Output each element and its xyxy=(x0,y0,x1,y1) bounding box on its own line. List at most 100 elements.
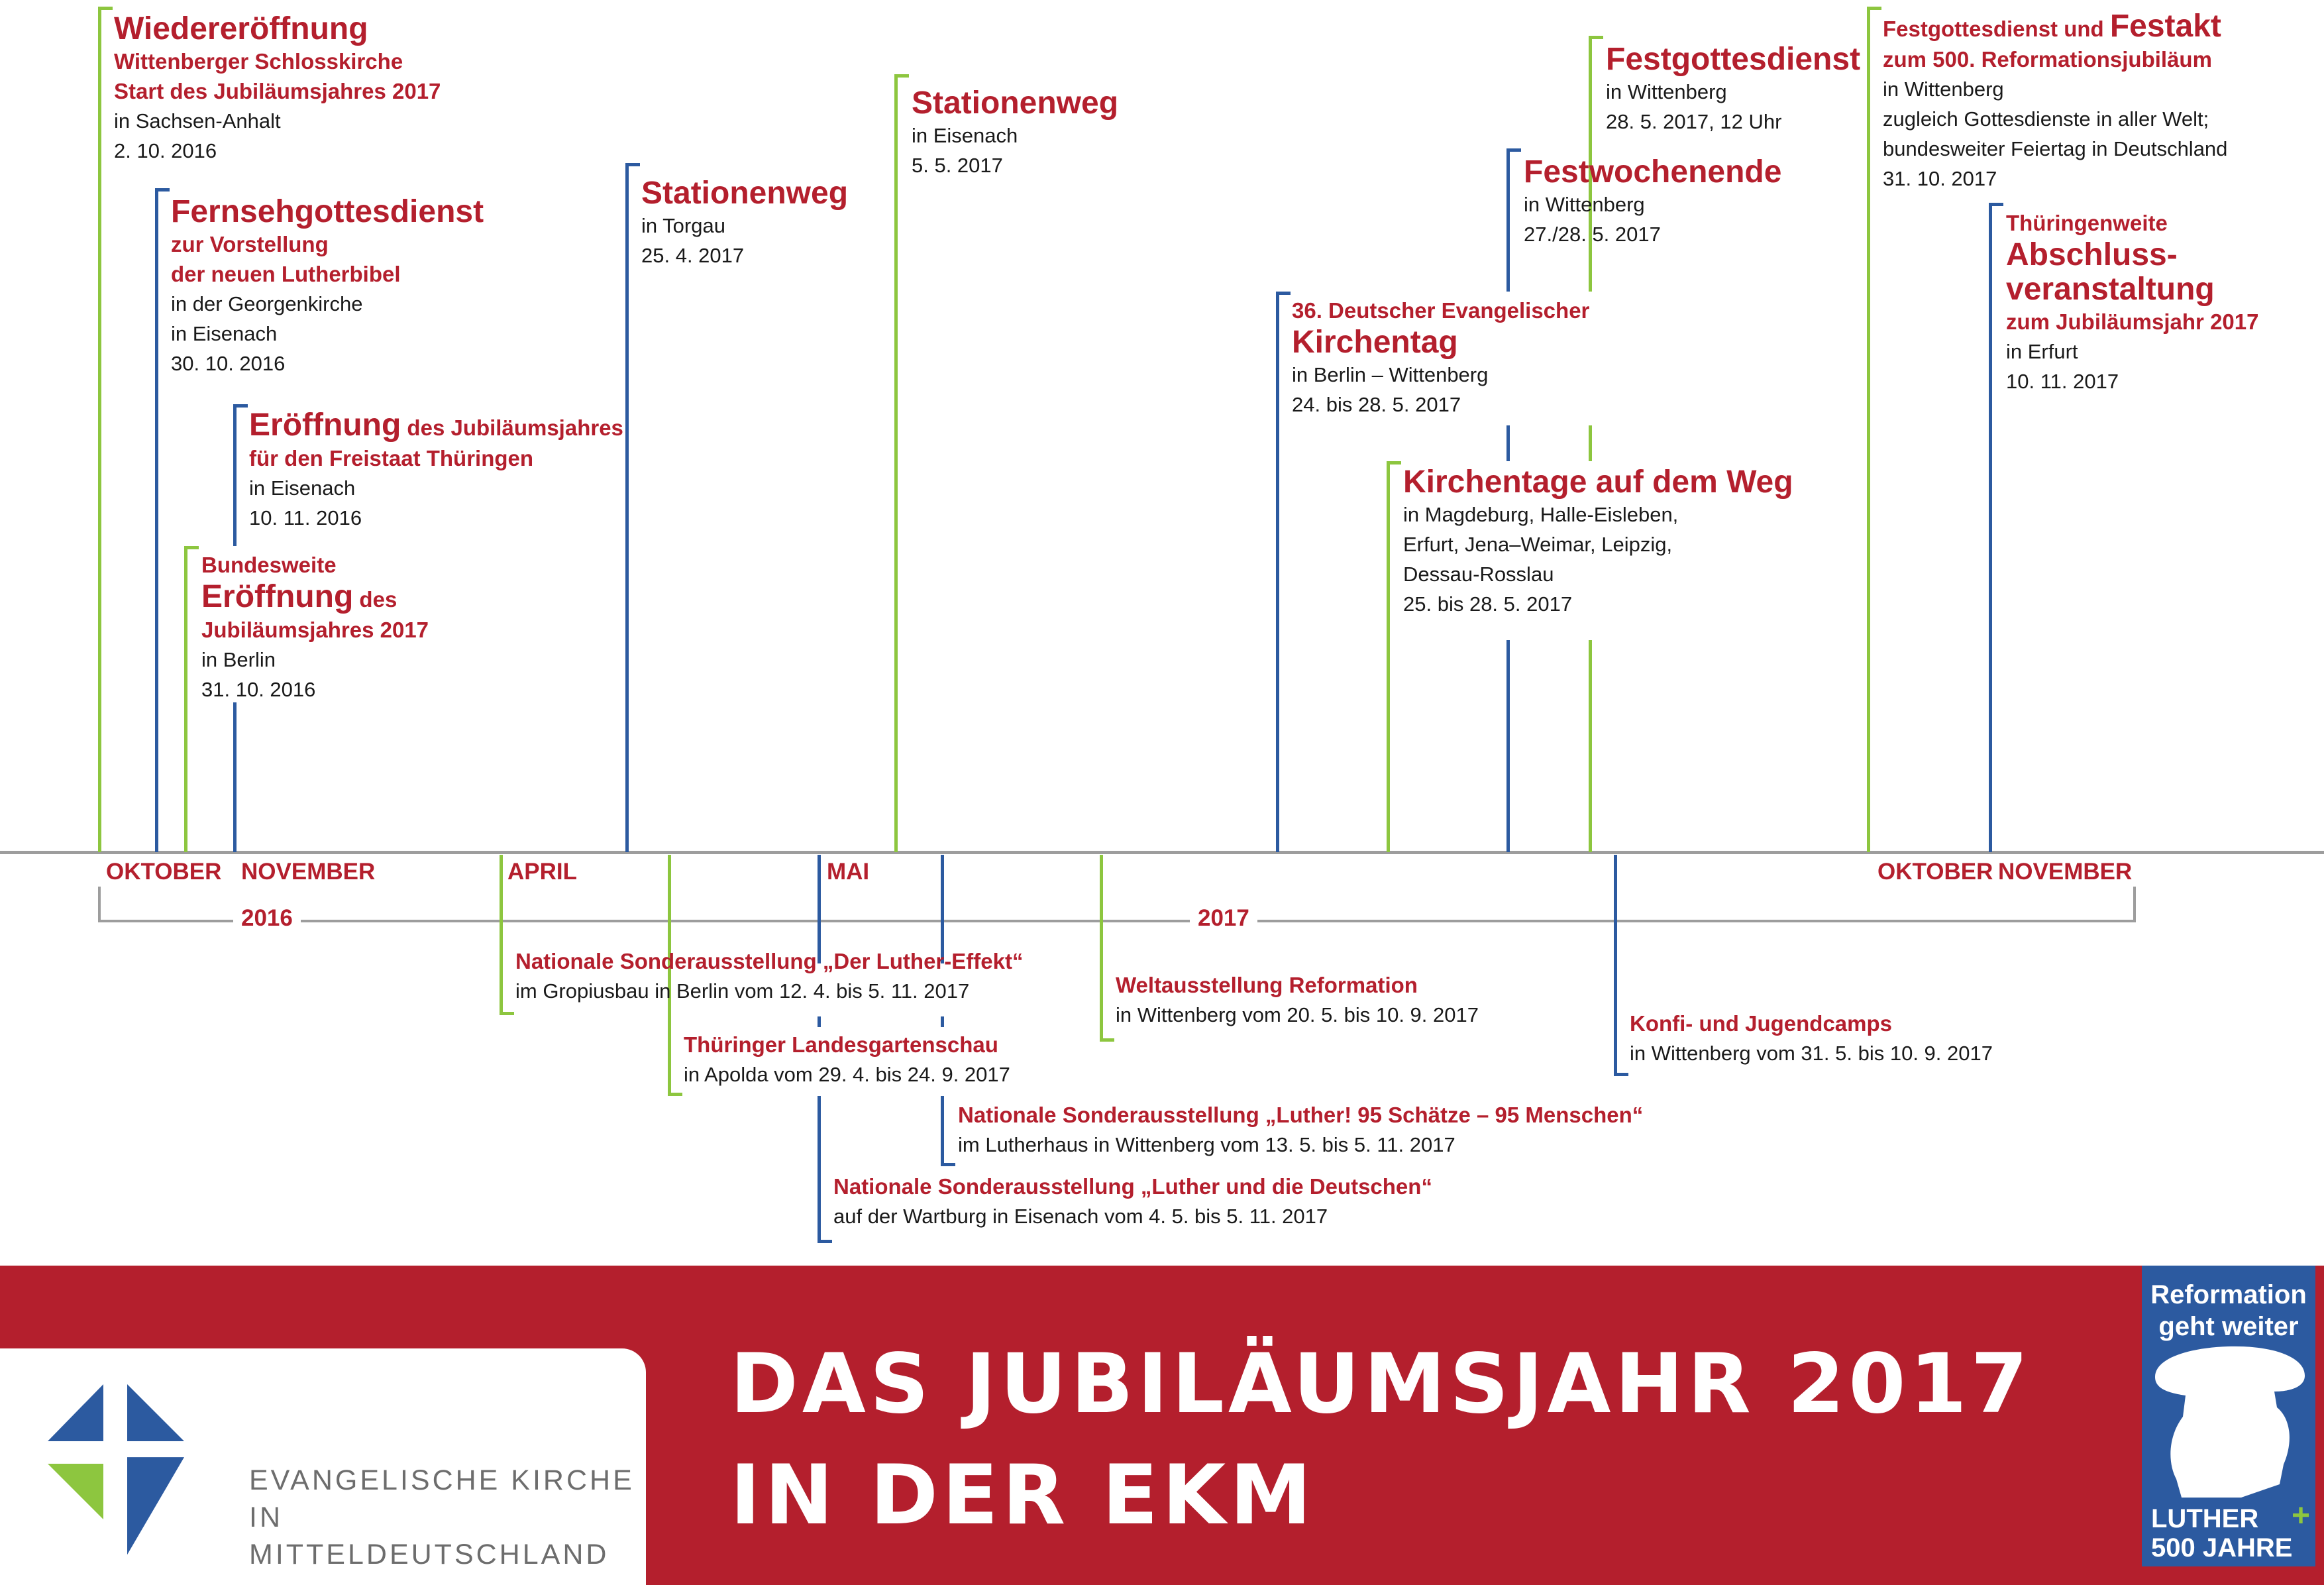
event-detail: in Wittenberg vom 31. 5. bis 10. 9. 2017 xyxy=(1630,1042,1993,1065)
marker-line-bundesweite-eroeffnung xyxy=(184,546,187,852)
event-place: in Eisenach xyxy=(912,124,1018,147)
marker-tick-abschluss xyxy=(1989,203,2003,206)
marker-tick-kirchentage-weg xyxy=(1387,461,1401,465)
exhibition-deutschen: Nationale Sonderausstellung „Luther und … xyxy=(833,1172,1432,1231)
marker-line-eroeffnung-thueringen-upper xyxy=(233,404,237,546)
month-label-mai: MAI xyxy=(827,859,870,885)
event-bundesweite-eroeffnung: Bundesweite Eröffnung des Jubiläumsjahre… xyxy=(201,550,429,704)
month-label-november-2016: NOVEMBER xyxy=(241,859,376,885)
event-subtitle: zum 500. Reformationsjubiläum xyxy=(1883,47,2212,72)
event-festakt: Festgottesdienst und Festakt zum 500. Re… xyxy=(1883,9,2227,193)
year-bracket-line xyxy=(98,920,2136,922)
event-date: 30. 10. 2016 xyxy=(171,352,286,375)
event-date: 5. 5. 2017 xyxy=(912,154,1003,177)
marker-line-festwochenende-1 xyxy=(1506,148,1510,292)
event-date: 27./28. 5. 2017 xyxy=(1524,223,1661,246)
event-place: in Wittenberg xyxy=(1883,78,2004,101)
luther-logo-bottom-line2: 500 JAHRE xyxy=(2151,1533,2293,1562)
marker-line-abschluss xyxy=(1989,203,1992,852)
marker-line-festgottesdienst-1 xyxy=(1589,36,1592,292)
event-date: 31. 10. 2016 xyxy=(201,678,316,701)
event-title: Fernsehgottesdienst xyxy=(171,194,484,229)
marker-tick-stationenweg-torgau xyxy=(625,163,640,166)
plus-icon: + xyxy=(2292,1498,2311,1533)
marker-line-weltausstellung xyxy=(1100,855,1103,1042)
org-name: EVANGELISCHE KIRCHE IN MITTELDEUTSCHLAND xyxy=(249,1462,646,1573)
event-title: Thüringer Landesgartenschau xyxy=(684,1032,998,1057)
marker-tick-konfi xyxy=(1614,1073,1628,1076)
marker-tick-fernsehgottesdienst xyxy=(155,188,170,191)
exhibition-konfi: Konfi- und Jugendcamps in Wittenberg vom… xyxy=(1630,1009,1993,1068)
luther-logo-top: Reformation geht weiter xyxy=(2142,1279,2315,1342)
event-festwochenende: Festwochenende in Wittenberg 27./28. 5. … xyxy=(1524,155,1781,249)
marker-line-kirchentage-weg xyxy=(1387,461,1390,852)
event-date: 28. 5. 2017, 12 Uhr xyxy=(1606,110,1782,133)
event-title: Festakt xyxy=(2109,9,2221,44)
exhibition-weltausstellung: Weltausstellung Reformation in Wittenber… xyxy=(1116,970,1479,1030)
marker-tick-festakt xyxy=(1867,7,1881,10)
event-fernsehgottesdienst: Fernsehgottesdienst zur Vorstellung der … xyxy=(171,195,484,378)
event-place: in Sachsen-Anhalt xyxy=(114,109,281,133)
event-kirchentage-weg: Kirchentage auf dem Weg in Magdeburg, Ha… xyxy=(1403,465,1793,619)
exhibition-landesgartenschau: Thüringer Landesgartenschau in Apolda vo… xyxy=(684,1030,1010,1089)
luther-logo-bottom-line1: LUTHER xyxy=(2151,1504,2259,1533)
event-title: Nationale Sonderausstellung „Luther! 95 … xyxy=(958,1103,1644,1127)
marker-tick-festwochenende xyxy=(1506,148,1521,152)
event-title-rest: des xyxy=(353,587,397,612)
event-pretitle: 36. Deutscher Evangelischer xyxy=(1292,298,1590,323)
marker-line-stationenweg-eisenach xyxy=(894,74,898,852)
marker-tick-deutschen xyxy=(818,1240,832,1243)
page-title: DAS JUBILÄUMSJAHR 2017 IN DER EKM xyxy=(730,1329,2032,1551)
event-abschluss: Thüringenweite Abschluss- veranstaltung … xyxy=(2006,208,2258,396)
event-place: in Erfurt xyxy=(2006,340,2078,363)
marker-line-deutschen-1 xyxy=(818,855,821,963)
event-place: in Torgau xyxy=(641,214,725,237)
marker-line-stationenweg-torgau xyxy=(625,163,629,852)
event-subtitle: zum Jubiläumsjahr 2017 xyxy=(2006,309,2259,334)
event-subtitle: Jubiläumsjahres 2017 xyxy=(201,618,429,642)
event-title: Kirchentag xyxy=(1292,325,1458,360)
event-stationenweg-torgau: Stationenweg in Torgau 25. 4. 2017 xyxy=(641,176,848,270)
event-title-pre: Festgottesdienst und xyxy=(1883,17,2110,41)
event-detail: auf der Wartburg in Eisenach vom 4. 5. b… xyxy=(833,1205,1328,1228)
month-label-november-2017: NOVEMBER xyxy=(1998,859,2133,885)
marker-line-festgottesdienst-2 xyxy=(1589,425,1592,461)
event-title: Abschluss- xyxy=(2006,237,2178,272)
event-title: Kirchentage auf dem Weg xyxy=(1403,465,1793,500)
event-title-rest: des Jubiläumsjahres xyxy=(401,415,623,440)
event-stationenweg-eisenach: Stationenweg in Eisenach 5. 5. 2017 xyxy=(912,86,1118,180)
luther-silhouette-icon xyxy=(2155,1346,2305,1498)
event-note: zugleich Gottesdienste in aller Welt; xyxy=(1883,107,2209,131)
timeline-axis xyxy=(0,851,2324,854)
marker-line-konfi xyxy=(1614,855,1617,1076)
event-date: 24. bis 28. 5. 2017 xyxy=(1292,393,1461,416)
org-name-line1: EVANGELISCHE KIRCHE xyxy=(249,1464,635,1496)
year-label-2017: 2017 xyxy=(1190,905,1257,932)
event-note: bundesweiter Feiertag in Deutschland xyxy=(1883,137,2228,160)
luther-logo-bottom: LUTHER 500 JAHRE xyxy=(2151,1504,2292,1562)
event-place: in Magdeburg, Halle-Eisleben, xyxy=(1403,503,1679,526)
marker-line-deutschen-3 xyxy=(818,1096,821,1243)
event-place: Dessau-Rosslau xyxy=(1403,563,1554,586)
luther-logo-top-line2: geht weiter xyxy=(2158,1312,2299,1341)
marker-line-schaetze-2 xyxy=(941,1016,944,1027)
event-date: 25. 4. 2017 xyxy=(641,244,745,267)
event-pretitle: Bundesweite xyxy=(201,553,337,577)
marker-tick-eroeffnung-thueringen xyxy=(233,404,248,408)
event-place: Erfurt, Jena–Weimar, Leipzig, xyxy=(1403,533,1673,556)
event-title: Stationenweg xyxy=(641,176,849,211)
event-title: Weltausstellung Reformation xyxy=(1116,973,1418,997)
event-subtitle: zur Vorstellung xyxy=(171,232,329,256)
event-title: Nationale Sonderausstellung „Der Luther-… xyxy=(515,949,1024,973)
exhibition-luther-effekt: Nationale Sonderausstellung „Der Luther-… xyxy=(515,946,1023,1006)
marker-line-festakt xyxy=(1867,7,1870,852)
year-label-2016: 2016 xyxy=(233,905,301,932)
event-kirchentag: 36. Deutscher Evangelischer Kirchentag i… xyxy=(1292,296,1589,419)
event-date: 10. 11. 2016 xyxy=(249,506,362,529)
event-subtitle: Wittenberger Schlosskirche xyxy=(114,49,403,74)
marker-line-festwochenende-3 xyxy=(1506,640,1510,852)
event-wiedereroeffnung: Wiedereröffnung Wittenberger Schlosskirc… xyxy=(114,12,441,166)
event-title-line: Festgottesdienst und Festakt xyxy=(1883,9,2227,44)
marker-tick-festgottesdienst xyxy=(1589,36,1603,39)
